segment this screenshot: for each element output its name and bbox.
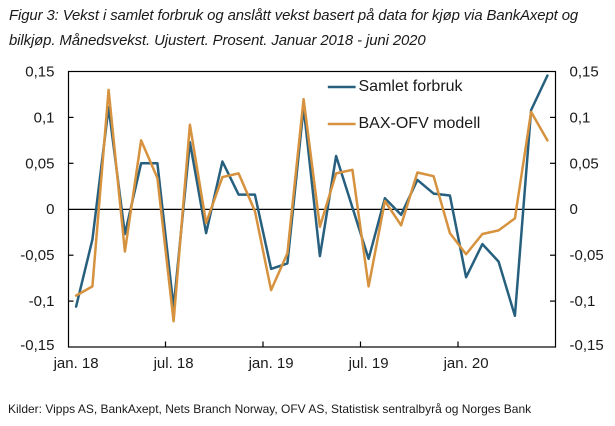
svg-text:jul. 18: jul. 18	[153, 355, 194, 372]
svg-text:-0,1: -0,1	[29, 293, 55, 310]
svg-text:0: 0	[570, 201, 578, 218]
svg-text:-0,05: -0,05	[570, 247, 604, 264]
svg-text:-0,05: -0,05	[20, 247, 54, 264]
svg-text:jan. 18: jan. 18	[53, 355, 99, 372]
svg-text:0,1: 0,1	[570, 109, 591, 126]
svg-text:0,15: 0,15	[570, 64, 599, 81]
svg-text:-0,15: -0,15	[570, 337, 604, 354]
svg-text:jan. 19: jan. 19	[248, 355, 294, 372]
svg-text:0,05: 0,05	[25, 155, 54, 172]
svg-text:jul. 19: jul. 19	[348, 355, 389, 372]
svg-text:0,05: 0,05	[570, 155, 599, 172]
svg-text:jan. 20: jan. 20	[443, 355, 489, 372]
svg-text:BAX-OFV modell: BAX-OFV modell	[359, 115, 481, 132]
svg-text:0: 0	[46, 201, 54, 218]
svg-text:-0,15: -0,15	[20, 337, 54, 354]
svg-text:0,15: 0,15	[25, 64, 54, 81]
svg-text:Samlet forbruk: Samlet forbruk	[359, 78, 464, 95]
svg-text:0,1: 0,1	[34, 109, 55, 126]
svg-text:-0,1: -0,1	[570, 293, 596, 310]
